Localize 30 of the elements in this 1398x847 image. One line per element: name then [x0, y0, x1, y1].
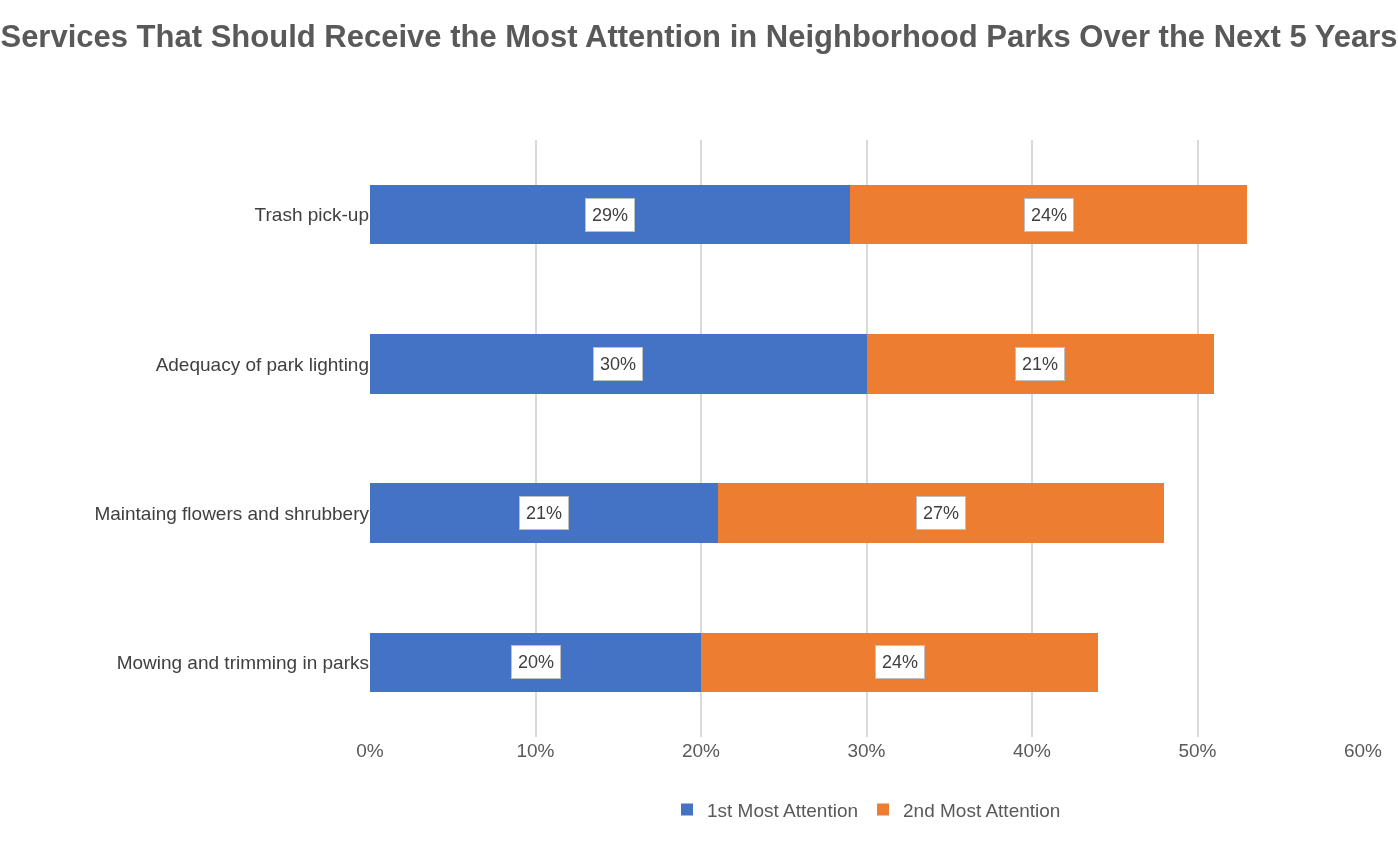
x-tick-label: 10% [516, 740, 555, 761]
data-label: 30% [600, 354, 637, 374]
y-tick-label: Maintaing flowers and shrubbery [94, 502, 370, 524]
x-tick-label: 20% [681, 740, 721, 761]
chart-title: Services That Should Receive the Most Attention in Neighborhood Parks Over the Next 5 Years [0, 19, 1398, 55]
data-label: 24% [1031, 205, 1068, 225]
data-label: 29% [592, 205, 629, 225]
x-tick-label: 50% [1178, 740, 1217, 761]
x-tick-label: 60% [1343, 740, 1383, 761]
bar [370, 632, 701, 693]
bar [370, 483, 718, 543]
data-label: 21% [1022, 354, 1059, 374]
y-tick-label: Adequacy of park lighting [155, 353, 369, 375]
data-label: 20% [518, 652, 555, 672]
x-tick-label: 0% [356, 740, 384, 761]
bar [866, 334, 1215, 394]
bar [849, 184, 1248, 245]
y-tick-label: Mowing and trimming in parks [116, 652, 369, 674]
data-label: 24% [882, 652, 919, 672]
legend-label: 2nd Most Attention [903, 799, 1061, 821]
x-tick-label: 30% [847, 740, 886, 761]
x-tick-label: 40% [1012, 740, 1052, 761]
bar [370, 184, 850, 245]
y-tick-label: Trash pick-up [254, 204, 369, 226]
data-label: 21% [526, 503, 563, 523]
legend-label: 1st Most Attention [707, 799, 859, 821]
bar [717, 483, 1165, 543]
data-label: 27% [923, 503, 960, 523]
bar [701, 632, 1099, 693]
bar [370, 334, 867, 394]
